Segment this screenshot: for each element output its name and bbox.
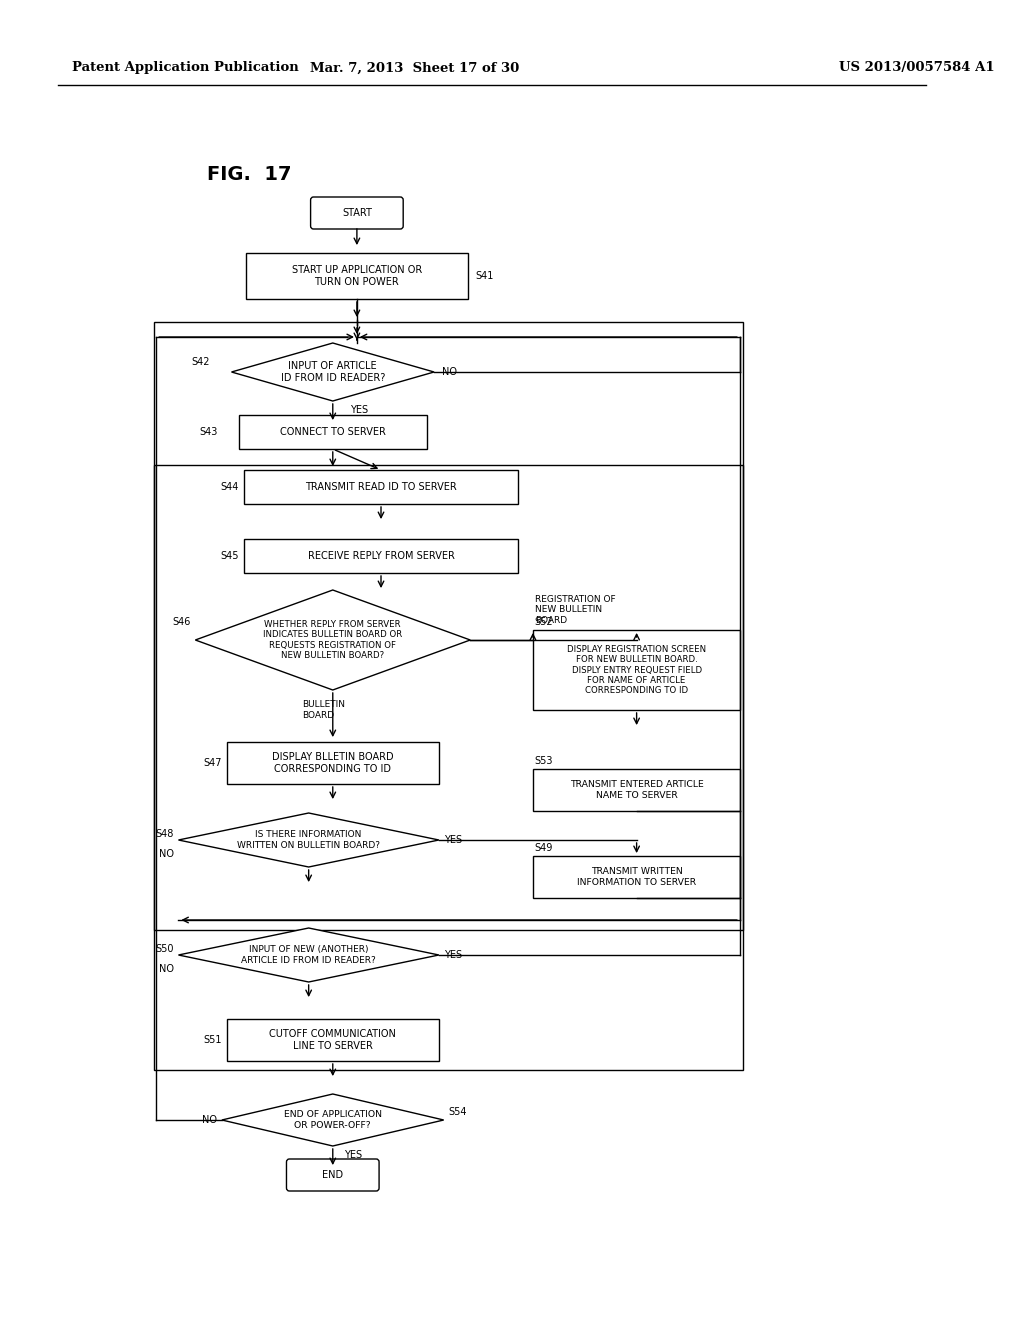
Text: US 2013/0057584 A1: US 2013/0057584 A1 <box>840 62 994 74</box>
Text: CUTOFF COMMUNICATION
LINE TO SERVER: CUTOFF COMMUNICATION LINE TO SERVER <box>269 1030 396 1051</box>
Text: IS THERE INFORMATION
WRITTEN ON BULLETIN BOARD?: IS THERE INFORMATION WRITTEN ON BULLETIN… <box>238 830 380 850</box>
Text: S53: S53 <box>535 756 553 766</box>
Text: S45: S45 <box>220 550 239 561</box>
Text: START: START <box>342 209 372 218</box>
Text: REGISTRATION OF
NEW BULLETIN
BOARD: REGISTRATION OF NEW BULLETIN BOARD <box>536 595 616 624</box>
Text: S44: S44 <box>220 482 239 492</box>
Text: S43: S43 <box>199 426 217 437</box>
Text: TRANSMIT WRITTEN
INFORMATION TO SERVER: TRANSMIT WRITTEN INFORMATION TO SERVER <box>578 867 696 887</box>
FancyBboxPatch shape <box>287 1159 379 1191</box>
Bar <box>244 539 518 573</box>
Polygon shape <box>178 813 439 867</box>
Text: S47: S47 <box>204 758 222 768</box>
Text: END OF APPLICATION
OR POWER-OFF?: END OF APPLICATION OR POWER-OFF? <box>284 1110 382 1130</box>
Text: YES: YES <box>443 950 462 960</box>
Text: S41: S41 <box>475 271 494 281</box>
Bar <box>532 855 740 898</box>
Text: S46: S46 <box>172 616 190 627</box>
Text: NO: NO <box>159 849 174 859</box>
Text: TRANSMIT ENTERED ARTICLE
NAME TO SERVER: TRANSMIT ENTERED ARTICLE NAME TO SERVER <box>569 780 703 800</box>
Text: S49: S49 <box>535 843 553 853</box>
Text: S54: S54 <box>449 1107 467 1117</box>
Text: NO: NO <box>441 367 457 378</box>
Text: Mar. 7, 2013  Sheet 17 of 30: Mar. 7, 2013 Sheet 17 of 30 <box>310 62 519 74</box>
Polygon shape <box>222 1094 443 1146</box>
Bar <box>226 742 439 784</box>
Bar <box>239 414 427 449</box>
FancyBboxPatch shape <box>310 197 403 228</box>
Text: TRANSMIT READ ID TO SERVER: TRANSMIT READ ID TO SERVER <box>305 482 457 492</box>
Bar <box>246 253 468 300</box>
Polygon shape <box>231 343 434 401</box>
Text: YES: YES <box>344 1150 362 1160</box>
Text: YES: YES <box>443 836 462 845</box>
Bar <box>532 630 740 710</box>
Text: S52: S52 <box>535 616 554 627</box>
Text: S50: S50 <box>155 944 174 954</box>
Text: DISPLAY REGISTRATION SCREEN
FOR NEW BULLETIN BOARD.
DISPLY ENTRY REQUEST FIELD
F: DISPLAY REGISTRATION SCREEN FOR NEW BULL… <box>567 644 707 696</box>
Text: NO: NO <box>202 1115 217 1125</box>
Text: START UP APPLICATION OR
TURN ON POWER: START UP APPLICATION OR TURN ON POWER <box>292 265 422 286</box>
Text: S51: S51 <box>204 1035 222 1045</box>
Text: Patent Application Publication: Patent Application Publication <box>73 62 299 74</box>
Polygon shape <box>196 590 470 690</box>
Text: INPUT OF ARTICLE
ID FROM ID READER?: INPUT OF ARTICLE ID FROM ID READER? <box>281 362 385 383</box>
Text: CONNECT TO SERVER: CONNECT TO SERVER <box>280 426 386 437</box>
Text: YES: YES <box>350 405 369 414</box>
Bar <box>226 1019 439 1061</box>
Bar <box>155 322 742 1071</box>
Bar <box>532 770 740 810</box>
Polygon shape <box>178 928 439 982</box>
Bar <box>244 470 518 504</box>
Text: FIG.  17: FIG. 17 <box>208 165 292 185</box>
Text: DISPLAY BLLETIN BOARD
CORRESPONDING TO ID: DISPLAY BLLETIN BOARD CORRESPONDING TO I… <box>272 752 393 774</box>
Text: RECEIVE REPLY FROM SERVER: RECEIVE REPLY FROM SERVER <box>307 550 455 561</box>
Text: BULLETIN
BOARD: BULLETIN BOARD <box>302 701 345 719</box>
Text: NO: NO <box>159 964 174 974</box>
Text: S42: S42 <box>191 356 210 367</box>
Text: END: END <box>323 1170 343 1180</box>
Bar <box>155 465 742 931</box>
Text: INPUT OF NEW (ANOTHER)
ARTICLE ID FROM ID READER?: INPUT OF NEW (ANOTHER) ARTICLE ID FROM I… <box>242 945 376 965</box>
Text: S48: S48 <box>156 829 174 840</box>
Text: WHETHER REPLY FROM SERVER
INDICATES BULLETIN BOARD OR
REQUESTS REGISTRATION OF
N: WHETHER REPLY FROM SERVER INDICATES BULL… <box>263 620 402 660</box>
